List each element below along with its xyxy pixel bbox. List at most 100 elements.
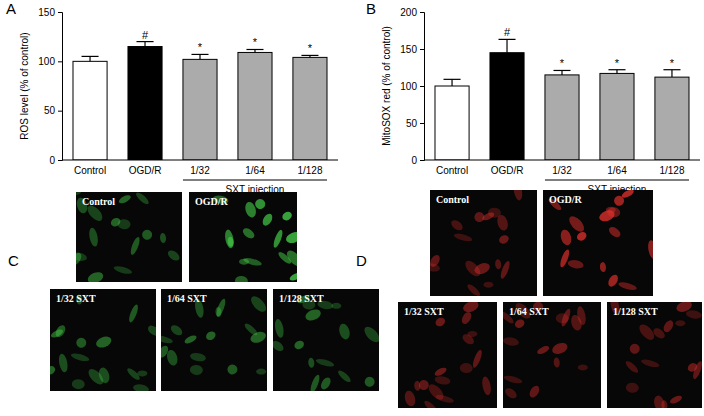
cell <box>129 236 141 256</box>
cell <box>503 374 523 385</box>
cell <box>362 324 379 345</box>
panel-label: D <box>356 252 367 269</box>
cell <box>495 259 502 270</box>
cell <box>274 318 285 338</box>
cell <box>160 233 167 244</box>
micrograph-label: 1/128 SXT <box>613 306 658 317</box>
cell <box>256 369 266 375</box>
cell <box>576 306 587 326</box>
micrograph <box>76 192 182 282</box>
cell <box>224 229 235 249</box>
cell <box>293 339 306 351</box>
x-tick-label: Control <box>436 165 468 176</box>
error-bar-stem <box>451 79 452 86</box>
significance-label: * <box>560 57 565 69</box>
significance-label: * <box>198 41 203 53</box>
cell <box>215 298 227 318</box>
y-axis: 050100150 <box>38 7 62 166</box>
cell <box>578 364 588 370</box>
cell <box>127 304 139 324</box>
cell <box>462 302 481 314</box>
cell <box>637 322 657 343</box>
cell <box>449 218 464 232</box>
cell <box>132 383 149 391</box>
cell <box>503 336 520 347</box>
error-bar <box>663 70 680 77</box>
y-tick-mark <box>58 12 62 13</box>
micrograph-background <box>76 192 182 282</box>
cell <box>204 330 217 342</box>
cell <box>625 382 639 393</box>
y-tick-mark <box>420 86 424 87</box>
cell <box>336 369 352 384</box>
micrograph-label: OGD/R <box>195 196 229 207</box>
cell <box>498 233 511 245</box>
error-bar <box>82 56 99 61</box>
y-axis-title: MitoSOX red (% of control) <box>381 26 392 145</box>
cell <box>261 212 275 227</box>
micrograph-background <box>189 192 297 282</box>
cell <box>473 261 492 276</box>
cell <box>512 190 523 201</box>
figure: A#***050100150ControlOGD/R1/321/641/128S… <box>0 0 704 416</box>
error-bar-cap <box>553 70 570 71</box>
micrograph <box>161 289 267 391</box>
cell <box>189 352 206 363</box>
panel-label: A <box>6 0 16 17</box>
y-axis-title: ROS level (% of control) <box>19 32 30 139</box>
cell <box>88 227 99 247</box>
cell <box>161 334 174 345</box>
cell <box>137 370 147 376</box>
bar <box>655 77 689 160</box>
significance-label: * <box>670 57 675 69</box>
panel-label: C <box>8 252 19 269</box>
micrograph <box>50 289 156 391</box>
cell <box>363 375 376 388</box>
cell <box>640 358 660 369</box>
x-tick: OGD/R <box>129 165 162 176</box>
micrograph <box>430 190 537 296</box>
y-tick-mark <box>420 123 424 124</box>
cell <box>466 283 482 296</box>
cell <box>140 228 153 241</box>
error-bar-cap <box>191 54 208 55</box>
cell <box>575 230 588 242</box>
x-tick-label: 1/64 <box>607 165 627 176</box>
cell <box>337 322 351 340</box>
micrograph-label: Control <box>82 196 115 207</box>
x-tick: 1/64 <box>245 165 265 176</box>
error-bar-stem <box>89 56 90 61</box>
y-tick-mark <box>58 111 62 112</box>
cell <box>675 302 694 314</box>
cell <box>567 259 584 270</box>
error-bar-cap <box>444 79 461 80</box>
cell <box>248 294 267 315</box>
cell <box>243 256 263 267</box>
cell <box>284 230 297 245</box>
y-tick: 150 <box>400 44 424 55</box>
cell <box>599 262 606 273</box>
x-tick: 1/128 <box>297 165 322 176</box>
cell <box>433 366 447 377</box>
x-tick: 1/32 <box>190 165 210 176</box>
x-tick: 1/128 <box>659 165 684 176</box>
y-tick: 100 <box>38 56 62 67</box>
micrograph-label: 1/64 SXT <box>167 293 207 304</box>
micrograph <box>503 302 601 408</box>
y-tick-mark <box>420 12 424 13</box>
bar <box>490 53 524 160</box>
bar <box>238 52 272 160</box>
panel-label: B <box>366 0 376 17</box>
cell <box>183 334 197 345</box>
cell <box>669 394 683 405</box>
error-bar-stem <box>671 70 672 77</box>
cell <box>57 353 68 373</box>
cell <box>403 389 417 407</box>
cell <box>54 323 68 338</box>
micrograph-label: 1/128 SXT <box>279 293 324 304</box>
cell <box>536 344 550 355</box>
y-tick-label: 50 <box>44 105 56 116</box>
cell <box>249 330 267 345</box>
cell <box>434 375 451 386</box>
cell <box>86 270 105 282</box>
